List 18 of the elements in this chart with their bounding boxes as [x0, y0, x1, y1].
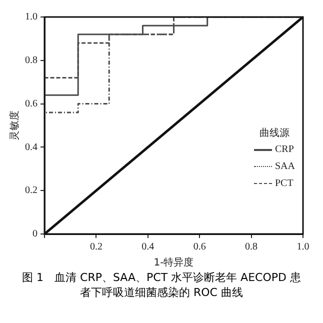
y-tick-label: 0.8 [25, 55, 38, 66]
y-axis-title: 灵敏度 [8, 110, 21, 140]
x-axis-title: 1-特异度 [154, 256, 194, 269]
x-tick-label: 0.2 [90, 242, 102, 253]
x-tick-label: 0.8 [245, 242, 258, 253]
legend-label: PCT [274, 178, 294, 189]
legend-label: CRP [274, 144, 294, 155]
legend-title: 曲线源 [258, 126, 290, 140]
y-tick-label: 1.0 [25, 12, 38, 23]
y-tick-label: 0 [32, 228, 38, 240]
caption: 图 1 血清 CRP、SAA、PCT 水平诊断老年 AECOPD 患者下呼吸道细菌感染的 ROC 曲线 [21, 270, 302, 300]
y-tick-label: 0.4 [25, 142, 38, 153]
legend-label: SAA [274, 161, 295, 172]
y-tick-label: 0.2 [25, 185, 38, 196]
x-tick-label: 1.0 [296, 242, 310, 253]
x-tick-label: 0.4 [142, 242, 154, 253]
x-tick-label: 0.6 [193, 242, 206, 253]
y-tick-label: 0.6 [25, 98, 38, 110]
